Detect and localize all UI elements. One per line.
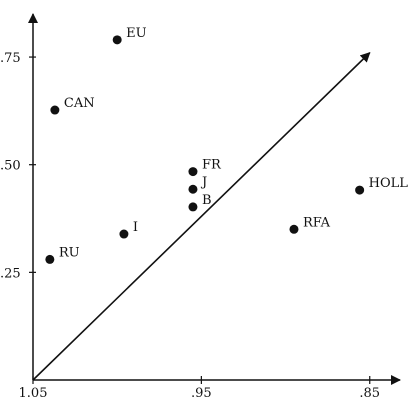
point-label-j: J: [200, 175, 207, 190]
point-eu: [112, 35, 122, 45]
point-label-can: CAN: [64, 96, 95, 111]
point-fr: [188, 167, 198, 177]
x-tick-label: .95: [191, 386, 212, 397]
point-label-rfa: RFA: [303, 215, 331, 230]
x-tick-label: .85: [359, 386, 380, 397]
point-label-ru: RU: [59, 245, 80, 260]
point-label-i: I: [133, 220, 138, 235]
point-ru: [45, 254, 55, 264]
point-label-holl: HOLL: [369, 176, 409, 191]
point-rfa: [289, 224, 299, 234]
data-points: EU CAN FR JB HOLL RFA I RU: [45, 26, 408, 264]
diagonal-arrow: [32, 52, 371, 381]
point-holl: [355, 185, 365, 195]
point-label-fr: FR: [202, 158, 222, 173]
y-tick-label: .25: [0, 266, 21, 281]
y-tick-label: .50: [0, 159, 21, 174]
point-j: [188, 184, 198, 194]
point-i: [119, 229, 129, 239]
y-axis-ticks: .25 .50 .75: [0, 51, 36, 281]
point-label-b: B: [202, 193, 212, 208]
point-b: [188, 202, 198, 212]
x-axis-ticks: 1.05 .95 .85: [19, 376, 380, 397]
point-can: [50, 105, 60, 115]
point-label-eu: EU: [126, 26, 146, 41]
x-tick-label: 1.05: [19, 386, 48, 397]
y-tick-label: .75: [0, 51, 21, 66]
